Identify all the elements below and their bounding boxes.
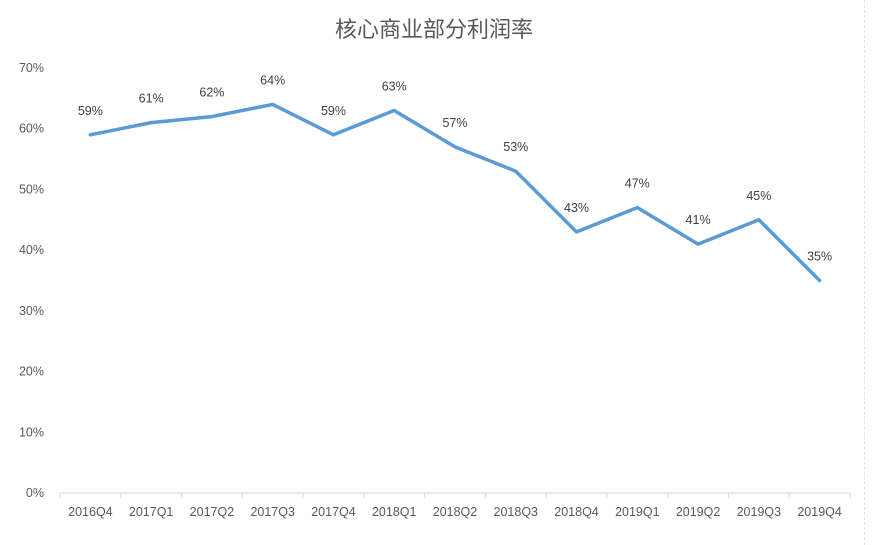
data-label: 43% [564, 201, 589, 215]
y-tick-label: 40% [19, 243, 44, 257]
x-tick-label: 2019Q1 [615, 505, 660, 519]
data-point [149, 121, 153, 125]
series-line [88, 102, 822, 283]
y-tick-label: 0% [26, 486, 44, 500]
x-tick-label: 2019Q2 [676, 505, 721, 519]
y-tick-label: 30% [19, 304, 44, 318]
y-tick-label: 70% [19, 61, 44, 75]
right-divider [864, 0, 865, 545]
data-point [392, 109, 396, 112]
data-point [757, 218, 761, 222]
data-label: 47% [625, 177, 650, 191]
data-label: 45% [746, 189, 771, 203]
data-label: 62% [199, 86, 224, 100]
data-label: 35% [807, 250, 832, 264]
data-point [271, 102, 275, 106]
data-point [635, 206, 639, 210]
x-tick-label: 2017Q3 [250, 505, 295, 519]
data-point [210, 115, 214, 119]
x-tick-label: 2018Q2 [433, 505, 478, 519]
x-tick-label: 2017Q1 [129, 505, 174, 519]
x-tick-label: 2017Q2 [190, 505, 235, 519]
data-point [575, 230, 579, 234]
data-point [453, 145, 457, 149]
y-tick-label: 20% [19, 365, 44, 379]
chart-title: 核心商业部分利润率 [335, 18, 533, 43]
y-tick-label: 10% [19, 425, 44, 439]
x-tick-label: 2018Q3 [494, 505, 539, 519]
data-point [696, 242, 700, 246]
data-point [514, 169, 518, 173]
data-point [331, 133, 335, 137]
x-tick-label: 2019Q4 [797, 505, 842, 519]
data-label: 64% [260, 73, 285, 87]
x-tick-label: 2019Q3 [737, 505, 782, 519]
data-label: 63% [382, 80, 407, 94]
data-label: 53% [503, 140, 528, 154]
data-label: 59% [78, 104, 103, 118]
data-label: 61% [139, 92, 164, 106]
chart-axes: 0% 10% 20% 30% 40% 50% 60% 70% 2016Q4 2017Q1 2017Q… [19, 61, 851, 519]
y-tick-label: 60% [19, 122, 44, 136]
data-point [88, 133, 92, 137]
x-tick-label: 2016Q4 [68, 505, 113, 519]
x-tick-label: 2018Q4 [554, 505, 599, 519]
chart-series [88, 102, 822, 283]
data-label: 41% [686, 213, 711, 227]
data-label: 59% [321, 104, 346, 118]
x-tick-label: 2018Q1 [372, 505, 417, 519]
data-label: 57% [442, 116, 467, 130]
chart-data-labels: 59% 61% 62% 64% 59% 63% 57% 53% 43% 47% 41% 45% 35% [78, 73, 832, 263]
data-point [818, 279, 822, 282]
y-tick-label: 50% [19, 182, 44, 196]
x-tick-label: 2017Q4 [311, 505, 356, 519]
